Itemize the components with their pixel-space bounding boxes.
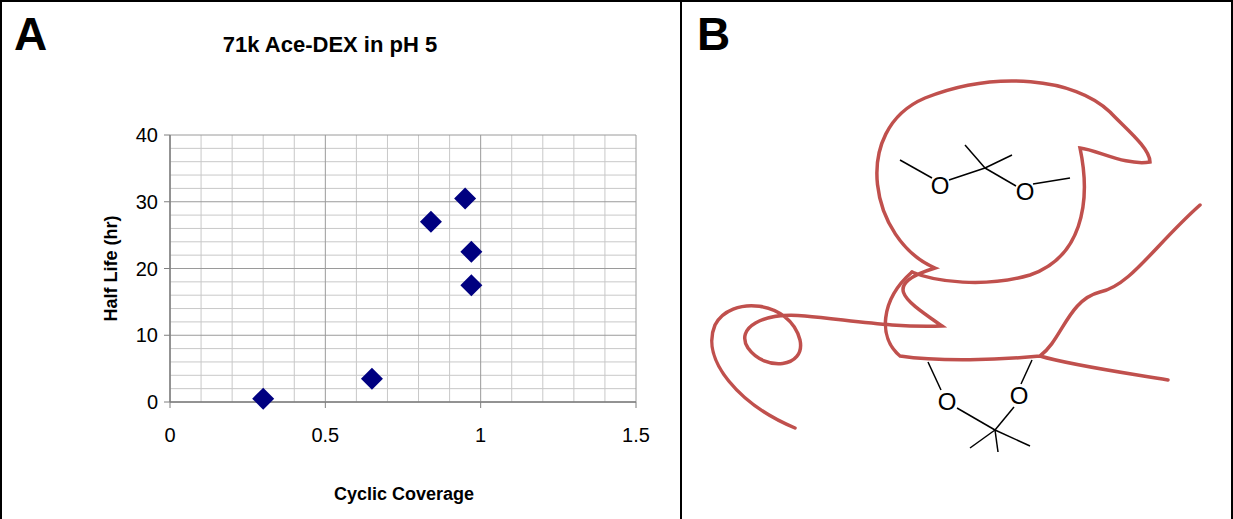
bond — [1033, 178, 1070, 184]
chart-title: 71k Ace-DEX in pH 5 — [223, 32, 437, 57]
minor-grid-line — [170, 361, 636, 362]
point — [361, 368, 383, 390]
point — [252, 388, 274, 410]
point — [420, 211, 442, 233]
x-axis — [170, 401, 636, 403]
tick-label: 20 — [136, 258, 158, 280]
tick-mark — [480, 402, 481, 408]
panel-divider — [680, 0, 682, 519]
bond — [1021, 360, 1032, 384]
bond — [928, 362, 941, 390]
minor-grid-line — [170, 255, 636, 256]
polymer-chain — [885, 205, 1200, 380]
point — [460, 241, 482, 263]
tick-mark — [325, 402, 326, 408]
minor-grid-line — [170, 348, 636, 349]
tick-mark — [164, 201, 170, 202]
outer-frame — [1, 1, 1232, 519]
bond — [995, 430, 1030, 446]
figure: A 71k Ace-DEX in pH 5 0 10 20 30 40 0 0.5 1 1.5 Cyc… — [0, 0, 1233, 519]
tick-label: 30 — [136, 191, 158, 213]
bond — [970, 430, 995, 448]
x-axis-title: Cyclic Coverage — [334, 484, 474, 504]
polymer-chain — [712, 81, 1150, 428]
grid-line — [170, 201, 636, 202]
minor-grid-line — [170, 241, 636, 242]
minor-grid-line — [170, 375, 636, 376]
point — [460, 274, 482, 296]
tick-mark — [164, 402, 170, 403]
tick-label: 10 — [136, 324, 158, 346]
tick-label: 0 — [147, 391, 158, 413]
tick-label: 1.5 — [622, 424, 650, 446]
minor-grid-line — [170, 281, 636, 282]
minor-grid-line — [170, 188, 636, 189]
atom-label: O — [1010, 382, 1029, 409]
minor-grid-line — [170, 228, 636, 229]
bond — [985, 168, 1016, 186]
minor-grid-line — [170, 388, 636, 389]
grid-line — [170, 402, 636, 403]
minor-grid-line — [170, 215, 636, 216]
grid — [170, 135, 636, 402]
tick-label: 0.5 — [311, 424, 339, 446]
panel-label: B — [697, 8, 730, 60]
minor-grid-line — [170, 175, 636, 176]
minor-grid-line — [170, 148, 636, 149]
polymer-diagram: O O O O — [712, 81, 1200, 452]
atom-label: O — [1016, 178, 1035, 205]
tick-label: 1 — [475, 424, 486, 446]
tick-mark — [164, 268, 170, 269]
y-axis-title: Half Life (hr) — [101, 215, 121, 321]
bond — [995, 407, 1014, 430]
grid-line — [170, 135, 636, 136]
atom-label: O — [931, 172, 950, 199]
bond — [957, 408, 995, 430]
grid-line — [170, 335, 636, 336]
tick-mark — [164, 135, 170, 136]
tick-mark — [164, 335, 170, 336]
tick-mark — [636, 402, 637, 408]
points — [252, 187, 482, 409]
bond — [900, 160, 932, 178]
minor-grid-line — [170, 295, 636, 296]
atom-label: O — [938, 388, 957, 415]
bond — [949, 168, 985, 180]
bond — [985, 155, 1012, 168]
tick-mark — [170, 402, 171, 408]
panel-label: A — [14, 8, 47, 60]
minor-grid-line — [170, 321, 636, 322]
minor-grid-line — [170, 161, 636, 162]
grid-line — [170, 268, 636, 269]
tick-label: 0 — [164, 424, 175, 446]
point — [454, 187, 476, 209]
tick-label: 40 — [136, 124, 158, 146]
minor-grid-line — [170, 308, 636, 309]
bond — [995, 430, 998, 452]
bond — [965, 145, 985, 168]
